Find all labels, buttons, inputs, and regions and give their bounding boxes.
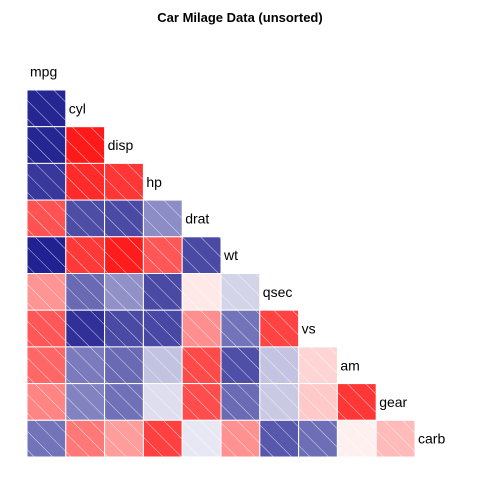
cell-shading-hp-mpg (27, 163, 66, 200)
cell-shading-drat-cyl (66, 200, 105, 237)
cell-shading-gear-cyl (66, 384, 105, 420)
cell-shading-qsec-drat (182, 274, 221, 310)
cell-shading-wt-drat (182, 237, 221, 273)
cell-shading-disp-mpg (27, 127, 66, 163)
cell-shading-carb-wt (221, 420, 260, 457)
variable-label-hp: hp (146, 174, 162, 190)
cell-shading-qsec-hp (143, 274, 182, 310)
variable-label-gear: gear (379, 394, 407, 410)
label-group: mpg cyl disp hp drat wt qsec vs am gear carb (30, 64, 445, 447)
variable-label-am: am (340, 357, 359, 373)
cell-shading-vs-mpg (27, 310, 66, 347)
cell-shading-hp-disp (105, 163, 143, 200)
cell-shading-am-wt (221, 347, 260, 384)
cell-shading-vs-wt (221, 310, 260, 347)
variable-label-qsec: qsec (263, 284, 293, 300)
cell-shading-am-drat (182, 347, 221, 384)
cell-shading-gear-am (337, 384, 376, 420)
cell-shading-am-hp (143, 347, 182, 384)
cell-shading-qsec-wt (221, 274, 260, 310)
chart-title: Car Milage Data (unsorted) (157, 10, 323, 25)
cell-shading-drat-disp (105, 200, 143, 237)
variable-label-disp: disp (108, 137, 134, 153)
cell-shading-gear-mpg (27, 384, 66, 420)
cell-shading-gear-disp (105, 384, 143, 420)
cell-shading-gear-vs (299, 384, 337, 420)
cell-shading-qsec-mpg (27, 274, 66, 310)
cell-shading-vs-disp (105, 310, 143, 347)
cell-shading-carb-qsec (260, 420, 299, 457)
variable-label-wt: wt (223, 247, 238, 263)
variable-label-carb: carb (418, 431, 445, 447)
cell-shading-vs-qsec (260, 310, 299, 347)
cell-shading-carb-am (337, 420, 376, 457)
cell-shading-am-mpg (27, 347, 66, 384)
cell-shading-wt-cyl (66, 237, 105, 273)
cell-shading-gear-qsec (260, 384, 299, 420)
cell-shading-wt-disp (105, 237, 143, 273)
cell-shading-carb-mpg (27, 420, 66, 457)
cell-shading-wt-mpg (27, 237, 66, 273)
cell-shading-drat-mpg (27, 200, 66, 237)
cell-shading-vs-hp (143, 310, 182, 347)
cell-shading-hp-cyl (66, 163, 105, 200)
cell-shading-carb-drat (182, 420, 221, 457)
variable-label-cyl: cyl (69, 100, 86, 116)
cell-shading-cyl-mpg (27, 90, 66, 127)
cell-shading-qsec-disp (105, 274, 143, 310)
cell-shading-wt-hp (143, 237, 182, 273)
cell-shading-gear-wt (221, 384, 260, 420)
cell-shading-am-cyl (66, 347, 105, 384)
cell-shading-gear-hp (143, 384, 182, 420)
cell-shading-gear-drat (182, 384, 221, 420)
cell-shading-carb-disp (105, 420, 143, 457)
cell-shading-vs-drat (182, 310, 221, 347)
cell-shading-qsec-cyl (66, 274, 105, 310)
cell-group (26, 89, 416, 458)
cell-shading-am-qsec (260, 347, 299, 384)
variable-label-drat: drat (185, 211, 209, 227)
cell-shading-carb-cyl (66, 420, 105, 457)
variable-label-vs: vs (302, 321, 316, 337)
cell-shading-am-disp (105, 347, 143, 384)
cell-shading-carb-gear (376, 420, 415, 457)
variable-label-mpg: mpg (30, 64, 57, 80)
cell-shading-carb-hp (143, 420, 182, 457)
cell-shading-carb-vs (299, 420, 337, 457)
cell-shading-drat-hp (143, 200, 182, 237)
cell-shading-vs-cyl (66, 310, 105, 347)
cell-shading-am-vs (299, 347, 337, 384)
cell-shading-disp-cyl (66, 127, 105, 163)
